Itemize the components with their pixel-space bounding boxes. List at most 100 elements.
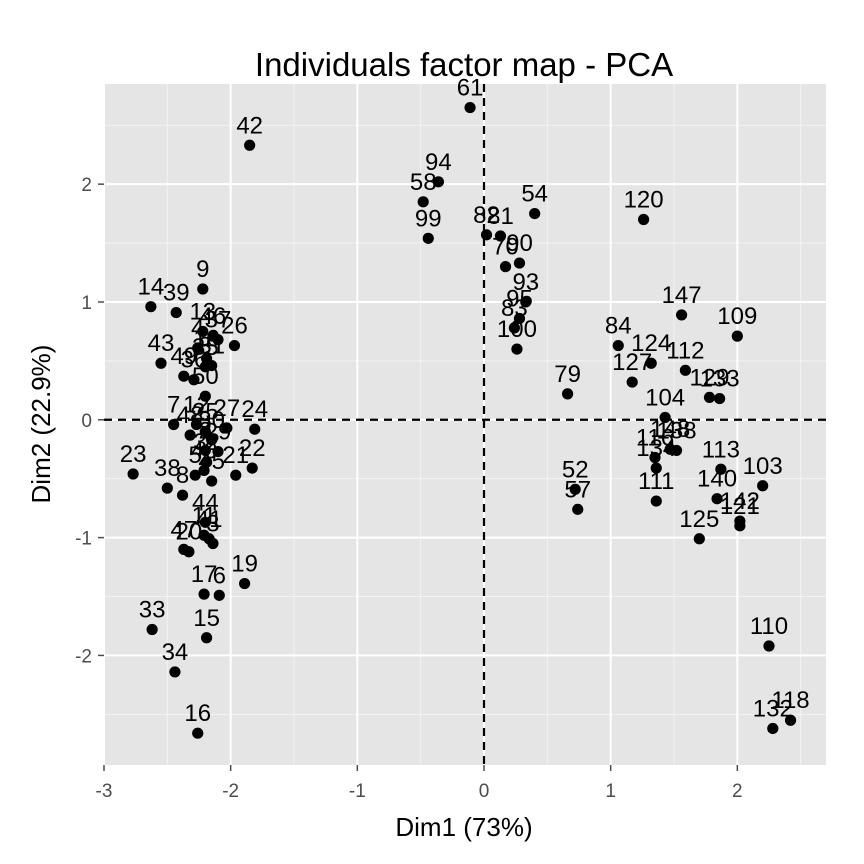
data-point-15 bbox=[201, 632, 213, 644]
data-point-140 bbox=[711, 493, 723, 505]
point-label-46: 46 bbox=[200, 303, 227, 330]
point-label-35: 35 bbox=[192, 334, 219, 361]
point-label-25: 25 bbox=[192, 399, 219, 426]
point-label-48: 48 bbox=[177, 402, 204, 429]
point-label-95: 95 bbox=[506, 285, 533, 312]
point-label-39: 39 bbox=[163, 280, 190, 307]
point-label-148: 148 bbox=[650, 416, 690, 443]
data-point-37 bbox=[212, 334, 224, 346]
point-label-29: 29 bbox=[205, 419, 232, 446]
point-label-112: 112 bbox=[666, 337, 704, 364]
point-label-52: 52 bbox=[562, 456, 589, 483]
y-tick-label: 0 bbox=[81, 411, 92, 432]
y-tick-label: -2 bbox=[75, 646, 92, 667]
point-label-27: 27 bbox=[214, 395, 241, 422]
point-label-31: 31 bbox=[198, 333, 225, 360]
point-label-90: 90 bbox=[506, 230, 533, 257]
point-label-7: 7 bbox=[167, 392, 180, 419]
data-point-111 bbox=[650, 495, 662, 507]
y-tick-label: -1 bbox=[75, 529, 92, 550]
point-label-121: 121 bbox=[720, 493, 760, 520]
x-tick-label: -3 bbox=[96, 781, 113, 802]
point-label-125: 125 bbox=[679, 506, 719, 533]
data-point-81 bbox=[494, 230, 507, 242]
data-point-4 bbox=[192, 342, 204, 354]
data-point-38 bbox=[161, 482, 173, 494]
data-points bbox=[127, 101, 797, 739]
data-point-121 bbox=[734, 520, 746, 532]
point-label-142: 142 bbox=[720, 488, 760, 515]
data-point-118 bbox=[784, 714, 797, 726]
point-label-24: 24 bbox=[241, 396, 268, 423]
chart-title: Individuals factor map - PCA bbox=[255, 46, 673, 83]
data-point-110 bbox=[763, 640, 775, 652]
data-point-94 bbox=[432, 176, 444, 188]
data-point-20 bbox=[183, 546, 195, 558]
point-label-14: 14 bbox=[138, 274, 165, 301]
data-point-61 bbox=[464, 101, 476, 114]
data-point-138 bbox=[670, 444, 683, 457]
point-label-124: 124 bbox=[631, 330, 671, 357]
y-tick-label: 2 bbox=[81, 175, 92, 196]
y-tick-label: 1 bbox=[81, 293, 92, 314]
minor-gridlines bbox=[104, 84, 826, 765]
point-label-13: 13 bbox=[189, 298, 216, 325]
point-label-37: 37 bbox=[205, 307, 232, 334]
data-point-133 bbox=[714, 392, 726, 405]
point-label-50: 50 bbox=[192, 363, 219, 390]
data-point-13 bbox=[197, 325, 209, 338]
point-label-3: 3 bbox=[206, 510, 219, 537]
data-point-9 bbox=[197, 283, 209, 295]
y-axis-title: Dim2 (22.9%) bbox=[26, 345, 56, 504]
point-label-140: 140 bbox=[697, 466, 737, 493]
data-point-12 bbox=[190, 418, 203, 431]
data-point-90 bbox=[513, 257, 526, 269]
point-label-84: 84 bbox=[605, 313, 632, 340]
point-label-61: 61 bbox=[457, 75, 484, 102]
data-point-109 bbox=[731, 330, 743, 342]
data-point-132 bbox=[767, 722, 779, 735]
x-tick-label: -1 bbox=[349, 781, 366, 802]
point-label-103: 103 bbox=[743, 453, 783, 480]
point-label-26: 26 bbox=[221, 313, 248, 340]
x-tick-label: 2 bbox=[732, 781, 743, 802]
data-point-99 bbox=[422, 232, 434, 244]
point-label-45: 45 bbox=[198, 448, 225, 475]
point-label-70: 70 bbox=[492, 234, 519, 261]
point-label-40: 40 bbox=[191, 437, 218, 464]
data-point-43 bbox=[155, 357, 167, 369]
data-point-8 bbox=[176, 489, 189, 501]
point-label-100: 100 bbox=[497, 316, 537, 343]
data-point-54 bbox=[529, 208, 541, 220]
point-label-16: 16 bbox=[184, 700, 211, 727]
data-point-36 bbox=[188, 374, 200, 386]
x-tick-label: 0 bbox=[479, 781, 490, 802]
data-point-113 bbox=[715, 463, 727, 475]
data-point-125 bbox=[693, 533, 705, 545]
point-label-20: 20 bbox=[176, 519, 203, 546]
point-label-133: 133 bbox=[700, 366, 740, 393]
point-label-33: 33 bbox=[139, 597, 166, 624]
data-point-19 bbox=[239, 577, 251, 590]
point-label-104: 104 bbox=[645, 384, 685, 411]
point-label-138: 138 bbox=[657, 417, 697, 444]
point-label-120: 120 bbox=[624, 186, 664, 213]
point-label-42: 42 bbox=[236, 112, 263, 139]
data-point-93 bbox=[520, 296, 532, 308]
point-label-19: 19 bbox=[231, 551, 258, 578]
point-label-134: 134 bbox=[636, 435, 676, 462]
data-point-29 bbox=[212, 445, 224, 458]
data-point-95 bbox=[513, 312, 526, 325]
data-point-24 bbox=[249, 423, 261, 435]
point-label-99: 99 bbox=[415, 205, 442, 232]
point-label-81: 81 bbox=[487, 203, 514, 230]
x-axis-ticks: -3 -2 -1 0 1 2 bbox=[96, 765, 743, 802]
point-label-2: 2 bbox=[199, 417, 212, 444]
point-label-5: 5 bbox=[189, 442, 202, 469]
data-point-26 bbox=[228, 339, 241, 352]
point-label-147: 147 bbox=[662, 282, 702, 309]
x-tick-label: -2 bbox=[222, 781, 239, 802]
point-label-10: 10 bbox=[193, 326, 220, 353]
data-point-48 bbox=[184, 429, 196, 441]
point-label-22: 22 bbox=[239, 435, 266, 462]
